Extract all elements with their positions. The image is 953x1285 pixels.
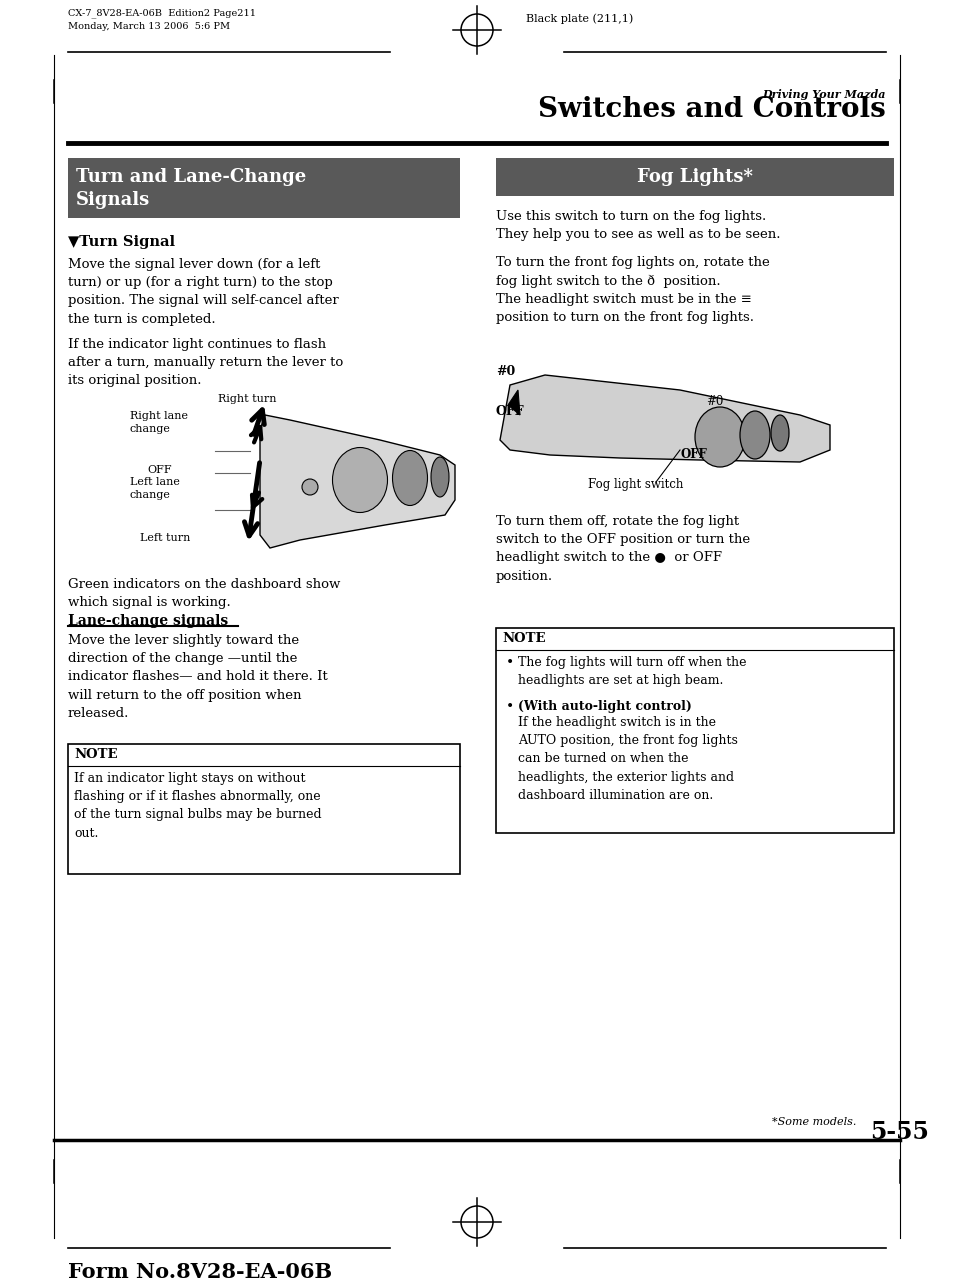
Ellipse shape — [333, 447, 387, 513]
Polygon shape — [507, 391, 519, 415]
Ellipse shape — [740, 411, 769, 459]
Text: The fog lights will turn off when the
headlights are set at high beam.: The fog lights will turn off when the he… — [517, 657, 745, 687]
Text: If the indicator light continues to flash
after a turn, manually return the leve: If the indicator light continues to flas… — [68, 338, 343, 387]
Text: Switches and Controls: Switches and Controls — [537, 96, 885, 123]
Text: Use this switch to turn on the fog lights.
They help you to see as well as to be: Use this switch to turn on the fog light… — [496, 209, 780, 242]
Text: Fog Lights*: Fog Lights* — [637, 168, 752, 186]
Text: 5-55: 5-55 — [869, 1121, 928, 1144]
Text: OFF: OFF — [680, 448, 707, 461]
Text: Left turn: Left turn — [140, 533, 191, 544]
Text: #0: #0 — [496, 365, 515, 378]
Ellipse shape — [770, 415, 788, 451]
Circle shape — [302, 479, 317, 495]
Text: OFF: OFF — [147, 465, 172, 475]
Text: OFF: OFF — [496, 405, 524, 418]
Text: NOTE: NOTE — [501, 632, 545, 645]
Text: CX-7_8V28-EA-06B  Edition2 Page211: CX-7_8V28-EA-06B Edition2 Page211 — [68, 8, 255, 18]
Text: If an indicator light stays on without
flashing or if it flashes abnormally, one: If an indicator light stays on without f… — [74, 772, 321, 839]
Text: Left lane
change: Left lane change — [130, 477, 180, 500]
Text: *Some models.: *Some models. — [771, 1117, 856, 1127]
Bar — [68, 158, 459, 218]
Text: Move the lever slightly toward the
direction of the change —until the
indicator : Move the lever slightly toward the direc… — [68, 634, 328, 720]
Ellipse shape — [695, 407, 744, 466]
Text: To turn them off, rotate the fog light
switch to the OFF position or turn the
he: To turn them off, rotate the fog light s… — [496, 515, 749, 582]
Bar — [68, 744, 459, 874]
Bar — [496, 628, 893, 833]
Text: Lane-change signals: Lane-change signals — [68, 614, 228, 628]
Text: Fog light switch: Fog light switch — [588, 478, 683, 491]
Text: Form No.8V28-EA-06B: Form No.8V28-EA-06B — [68, 1262, 332, 1282]
Text: ▼Turn Signal: ▼Turn Signal — [68, 235, 175, 249]
Text: •: • — [505, 700, 514, 714]
Text: (With auto-light control): (With auto-light control) — [517, 700, 691, 713]
Text: If the headlight switch is in the
AUTO position, the front fog lights
can be tur: If the headlight switch is in the AUTO p… — [517, 716, 737, 802]
Ellipse shape — [392, 451, 427, 505]
Text: Move the signal lever down (for a left
turn) or up (for a right turn) to the sto: Move the signal lever down (for a left t… — [68, 258, 338, 325]
Text: Black plate (211,1): Black plate (211,1) — [526, 13, 633, 24]
Text: Right lane
change: Right lane change — [130, 411, 188, 434]
Text: Green indicators on the dashboard show
which signal is working.: Green indicators on the dashboard show w… — [68, 578, 340, 609]
Text: Driving Your Mazda: Driving Your Mazda — [761, 89, 885, 100]
Text: Monday, March 13 2006  5:6 PM: Monday, March 13 2006 5:6 PM — [68, 22, 230, 31]
Ellipse shape — [431, 457, 449, 497]
Polygon shape — [499, 375, 829, 463]
Text: Right turn: Right turn — [218, 394, 276, 403]
Text: •: • — [505, 657, 514, 669]
Text: NOTE: NOTE — [74, 748, 117, 761]
Bar — [496, 158, 893, 197]
Polygon shape — [260, 415, 455, 547]
Text: #0: #0 — [705, 394, 722, 409]
Text: Turn and Lane-Change
Signals: Turn and Lane-Change Signals — [76, 168, 306, 209]
Text: To turn the front fog lights on, rotate the
fog light switch to the ð  position.: To turn the front fog lights on, rotate … — [496, 256, 769, 324]
